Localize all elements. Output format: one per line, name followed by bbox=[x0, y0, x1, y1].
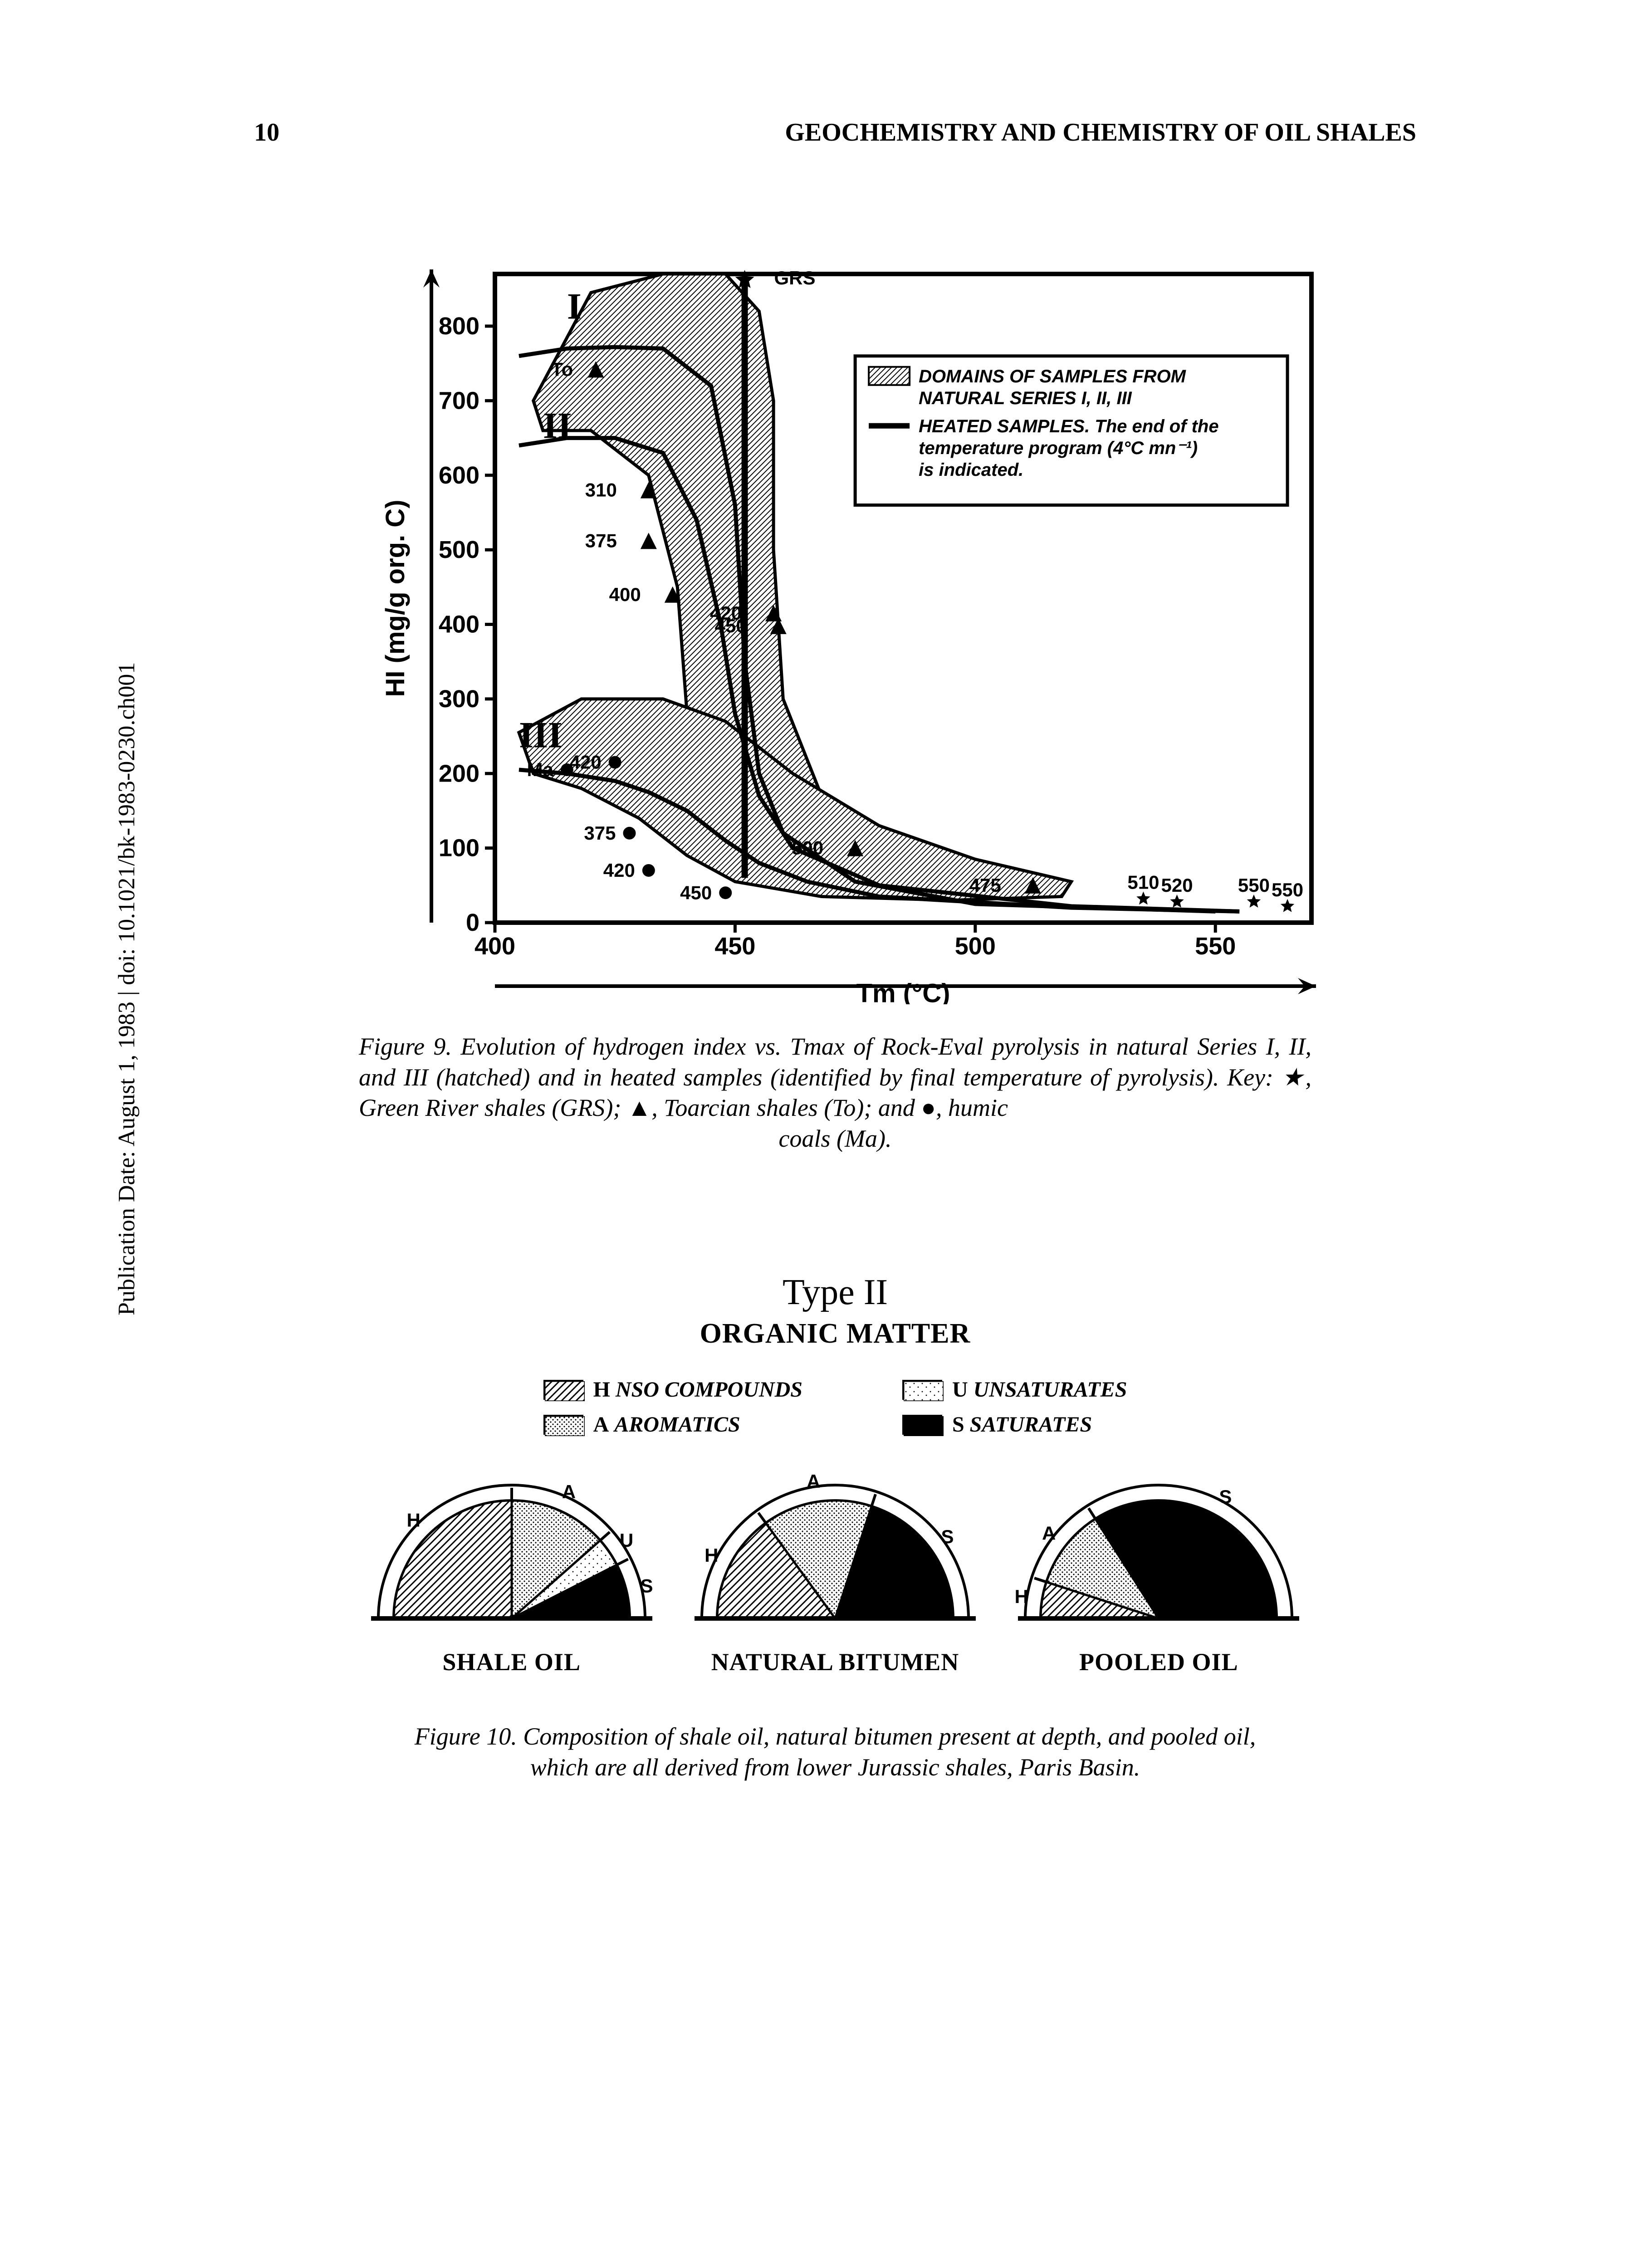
svg-text:GRS: GRS bbox=[774, 267, 816, 288]
figure-9-block: 0 100 200 300 400 500 600 700 800 400 450 500 550 HI … bbox=[359, 256, 1311, 1154]
svg-text:700: 700 bbox=[439, 387, 479, 414]
figure-9-chart: 0 100 200 300 400 500 600 700 800 400 450 500 550 HI … bbox=[377, 256, 1330, 1004]
svg-text:I: I bbox=[567, 286, 582, 327]
svg-text:450: 450 bbox=[715, 615, 747, 636]
swatch-saturates-icon bbox=[902, 1415, 942, 1435]
page: Publication Date: August 1, 1983 | doi: … bbox=[0, 0, 1634, 2268]
page-number: 10 bbox=[254, 118, 279, 147]
svg-text:0: 0 bbox=[466, 909, 479, 936]
figure-10-caption: Figure 10. Composition of shale oil, nat… bbox=[359, 1721, 1311, 1783]
svg-text:H: H bbox=[1015, 1586, 1028, 1607]
legend-item-a: A AROMATICS bbox=[543, 1412, 802, 1437]
svg-text:U: U bbox=[620, 1530, 633, 1551]
side-citation: Publication Date: August 1, 1983 | doi: … bbox=[113, 662, 140, 1315]
svg-text:To: To bbox=[551, 358, 573, 380]
svg-text:II: II bbox=[543, 405, 572, 446]
swatch-unsaturates-icon bbox=[902, 1380, 942, 1400]
svg-text:420: 420 bbox=[570, 752, 602, 773]
svg-text:HEATED SAMPLES. The end of the: HEATED SAMPLES. The end of the bbox=[919, 416, 1219, 436]
running-title: GEOCHEMISTRY AND CHEMISTRY OF OIL SHALES bbox=[785, 118, 1416, 147]
svg-text:H: H bbox=[406, 1510, 420, 1531]
svg-text:S: S bbox=[640, 1575, 653, 1597]
figure-10-block: Type II ORGANIC MATTER H NSO COMPOUNDS A… bbox=[359, 1272, 1311, 1783]
svg-text:450: 450 bbox=[714, 933, 755, 960]
svg-text:400: 400 bbox=[609, 584, 641, 605]
legend-item-u: U UNSATURATES bbox=[902, 1377, 1127, 1402]
svg-text:S: S bbox=[941, 1526, 954, 1547]
svg-text:550: 550 bbox=[1272, 879, 1303, 900]
semicircle-pooled-oil: H A S POOLED OIL bbox=[1006, 1455, 1311, 1676]
semicircle-label: NATURAL BITUMEN bbox=[682, 1648, 988, 1676]
svg-text:450: 450 bbox=[680, 882, 712, 903]
legend-item-h: H NSO COMPOUNDS bbox=[543, 1377, 802, 1402]
svg-text:375: 375 bbox=[585, 530, 617, 551]
svg-text:500: 500 bbox=[955, 933, 996, 960]
svg-text:100: 100 bbox=[439, 835, 479, 862]
svg-text:H: H bbox=[704, 1545, 718, 1566]
figure-9-caption: Figure 9. Evolution of hydrogen index vs… bbox=[359, 1031, 1311, 1154]
svg-text:Tm (°C): Tm (°C) bbox=[856, 978, 950, 1004]
svg-text:500: 500 bbox=[439, 536, 479, 563]
svg-text:375: 375 bbox=[584, 822, 616, 844]
svg-text:510: 510 bbox=[1127, 871, 1159, 893]
figure-9-svg: 0 100 200 300 400 500 600 700 800 400 450 500 550 HI … bbox=[377, 256, 1330, 1004]
svg-text:DOMAINS OF SAMPLES FROM: DOMAINS OF SAMPLES FROM bbox=[919, 367, 1187, 386]
svg-text:310: 310 bbox=[585, 479, 617, 501]
svg-text:S: S bbox=[1219, 1486, 1232, 1507]
svg-text:A: A bbox=[562, 1481, 575, 1502]
svg-text:A: A bbox=[807, 1471, 820, 1492]
svg-text:520: 520 bbox=[1161, 875, 1193, 896]
figure-10-subtitle: ORGANIC MATTER bbox=[359, 1318, 1311, 1350]
svg-text:NATURAL SERIES I, II, III: NATURAL SERIES I, II, III bbox=[919, 388, 1132, 408]
figure-10-legend: H NSO COMPOUNDS A AROMATICS U UNSATURATE… bbox=[359, 1377, 1311, 1437]
svg-text:200: 200 bbox=[439, 760, 479, 787]
legend-item-s: S SATURATES bbox=[902, 1412, 1127, 1437]
svg-text:A: A bbox=[1042, 1522, 1056, 1544]
semicircle-shale-oil: H A U S SHALE OIL bbox=[359, 1455, 664, 1676]
svg-text:Ma: Ma bbox=[527, 759, 553, 780]
semicircle-label: POOLED OIL bbox=[1006, 1648, 1311, 1676]
svg-text:500: 500 bbox=[792, 837, 823, 859]
svg-text:300: 300 bbox=[439, 685, 479, 713]
svg-text:is indicated.: is indicated. bbox=[919, 460, 1023, 480]
svg-text:475: 475 bbox=[969, 875, 1001, 896]
semicircle-label: SHALE OIL bbox=[359, 1648, 664, 1676]
swatch-nso-icon bbox=[543, 1380, 583, 1400]
svg-text:600: 600 bbox=[439, 462, 479, 489]
swatch-aromatics-icon bbox=[543, 1415, 583, 1435]
running-header: 10 GEOCHEMISTRY AND CHEMISTRY OF OIL SHA… bbox=[254, 118, 1416, 147]
svg-text:HI (mg/g org. C): HI (mg/g org. C) bbox=[381, 500, 410, 697]
svg-text:550: 550 bbox=[1195, 933, 1236, 960]
figure-10-title: Type II bbox=[359, 1272, 1311, 1313]
svg-text:temperature program (4°C mn⁻¹): temperature program (4°C mn⁻¹) bbox=[919, 438, 1198, 458]
svg-text:400: 400 bbox=[439, 611, 479, 638]
svg-text:III: III bbox=[519, 714, 563, 756]
figure-10-semicircles: H A U S SHALE OIL H A S NATURAL BITUMEN H A S POOLED… bbox=[359, 1455, 1311, 1676]
svg-text:800: 800 bbox=[439, 313, 479, 340]
svg-text:420: 420 bbox=[603, 860, 635, 881]
svg-text:550: 550 bbox=[1238, 875, 1270, 896]
svg-text:400: 400 bbox=[475, 933, 515, 960]
semicircle-natural-bitumen: H A S NATURAL BITUMEN bbox=[682, 1455, 988, 1676]
